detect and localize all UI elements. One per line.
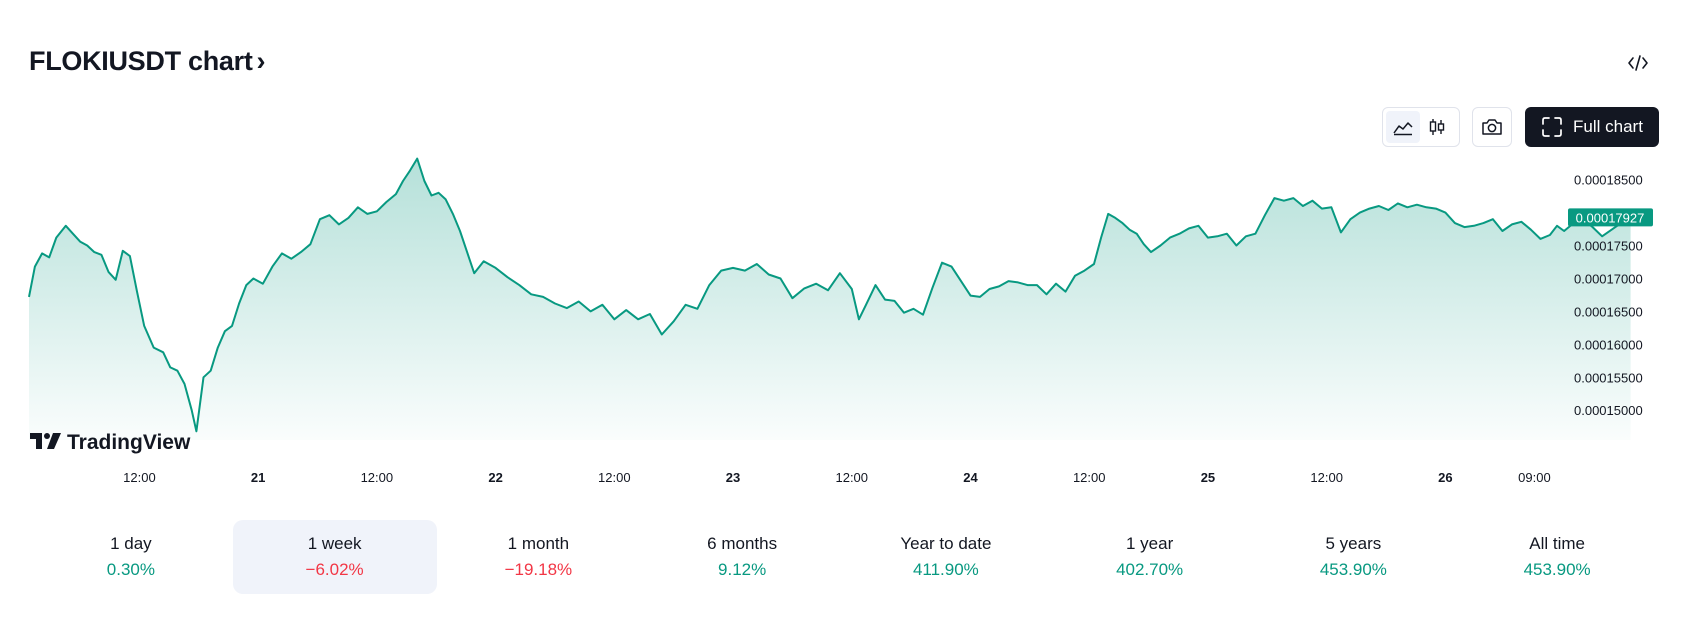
period-label: 1 year bbox=[1126, 534, 1174, 553]
y-tick-label: 0.00016000 bbox=[1574, 337, 1643, 352]
period-label: 1 month bbox=[507, 534, 570, 553]
period-label: 1 week bbox=[307, 534, 362, 553]
x-tick-label: 12:00 bbox=[123, 470, 156, 485]
y-tick-label: 0.00016500 bbox=[1574, 304, 1643, 319]
period-change: 453.90% bbox=[1319, 560, 1387, 579]
price-line bbox=[28, 157, 1632, 433]
period-tab[interactable]: 6 months 9.12% bbox=[640, 520, 844, 594]
period-tab[interactable]: 1 month −19.18% bbox=[437, 520, 641, 594]
period-change: 9.12% bbox=[718, 560, 767, 579]
period-change: −6.02% bbox=[305, 560, 364, 579]
x-tick-label: 12:00 bbox=[361, 470, 394, 485]
x-tick-label: 23 bbox=[726, 470, 740, 485]
x-tick-label: 24 bbox=[963, 470, 978, 485]
x-tick-label: 09:00 bbox=[1518, 470, 1551, 485]
period-label: 6 months bbox=[707, 534, 778, 553]
x-tick-label: 12:00 bbox=[598, 470, 631, 485]
period-tab[interactable]: 1 week −6.02% bbox=[232, 520, 437, 594]
x-tick-label: 12:00 bbox=[1073, 470, 1106, 485]
period-tab[interactable]: 5 years 453.90% bbox=[1252, 520, 1456, 594]
chart-title-link[interactable]: FLOKIUSDT chart › bbox=[29, 46, 266, 77]
y-tick-label: 0.00017000 bbox=[1574, 271, 1643, 286]
candlestick-chart-button[interactable] bbox=[1420, 111, 1454, 143]
period-tab[interactable]: 1 year 402.70% bbox=[1048, 520, 1252, 594]
x-tick-label: 12:00 bbox=[1310, 470, 1343, 485]
x-tick-label: 21 bbox=[251, 470, 265, 485]
y-tick-label: 0.00018500 bbox=[1574, 173, 1643, 188]
x-tick-label: 12:00 bbox=[835, 470, 868, 485]
area-chart-button[interactable] bbox=[1386, 111, 1420, 143]
period-label: All time bbox=[1529, 534, 1585, 553]
area-chart-icon bbox=[1393, 122, 1413, 136]
period-change: −19.18% bbox=[504, 560, 573, 579]
last-price-badge bbox=[1568, 208, 1653, 227]
snapshot-button[interactable] bbox=[1472, 107, 1512, 147]
y-tick-label: 0.00017500 bbox=[1574, 239, 1643, 254]
last-price-label: 0.00017927 bbox=[1576, 210, 1645, 225]
x-tick-label: 26 bbox=[1438, 470, 1452, 485]
period-tab[interactable]: All time 453.90% bbox=[1455, 520, 1659, 594]
embed-code-button[interactable] bbox=[1620, 48, 1656, 78]
period-change: 411.90% bbox=[912, 560, 979, 579]
period-label: 1 day bbox=[110, 534, 152, 553]
watermark-text: TradingView bbox=[67, 431, 191, 454]
period-change: 402.70% bbox=[1116, 560, 1184, 579]
embed-code-icon bbox=[1628, 55, 1648, 71]
chart-type-switcher bbox=[1382, 107, 1460, 147]
candlestick-icon bbox=[1429, 119, 1445, 135]
page-title: FLOKIUSDT chart bbox=[29, 46, 253, 76]
full-chart-button[interactable]: Full chart bbox=[1525, 107, 1659, 147]
price-area-fill bbox=[29, 158, 1631, 440]
period-tab[interactable]: Year to date 411.90% bbox=[844, 520, 1048, 594]
period-change: 0.30% bbox=[106, 560, 155, 579]
chevron-right-icon: › bbox=[256, 46, 266, 76]
period-label: Year to date bbox=[900, 534, 992, 553]
period-tab[interactable]: 1 day 0.30% bbox=[29, 520, 233, 594]
price-chart[interactable]: 0.000185000.000180000.000175000.00017000… bbox=[0, 150, 1681, 490]
x-tick-label: 22 bbox=[488, 470, 502, 485]
y-tick-label: 0.00015000 bbox=[1574, 403, 1643, 418]
fullscreen-icon bbox=[1542, 117, 1562, 137]
y-tick-label: 0.00015500 bbox=[1574, 370, 1643, 385]
period-label: 5 years bbox=[1325, 534, 1382, 553]
full-chart-label: Full chart bbox=[1573, 117, 1643, 136]
tradingview-watermark: TradingView bbox=[30, 431, 191, 454]
period-change: 453.90% bbox=[1523, 560, 1591, 579]
x-tick-label: 25 bbox=[1201, 470, 1215, 485]
camera-icon bbox=[1482, 119, 1502, 135]
period-selector: 1 day 0.30% 1 week −6.02% 1 month −19.18% 6 mo… bbox=[29, 520, 1659, 594]
